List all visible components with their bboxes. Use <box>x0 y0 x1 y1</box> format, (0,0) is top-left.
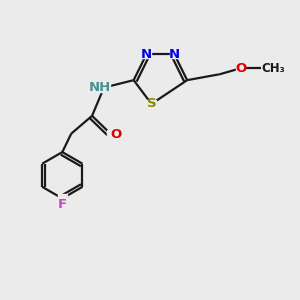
Bar <box>98 83 110 92</box>
Text: CH₃: CH₃ <box>261 62 285 75</box>
Text: O: O <box>235 62 246 75</box>
Text: O: O <box>110 128 122 141</box>
Bar <box>142 50 151 58</box>
Bar <box>170 50 178 58</box>
Text: F: F <box>58 199 67 212</box>
Bar <box>107 130 116 139</box>
Bar <box>58 194 67 203</box>
Text: N: N <box>169 48 180 61</box>
Bar <box>236 64 245 72</box>
Text: N: N <box>141 48 152 61</box>
Text: NH: NH <box>89 81 112 94</box>
Bar <box>147 100 156 108</box>
Text: S: S <box>147 98 156 110</box>
